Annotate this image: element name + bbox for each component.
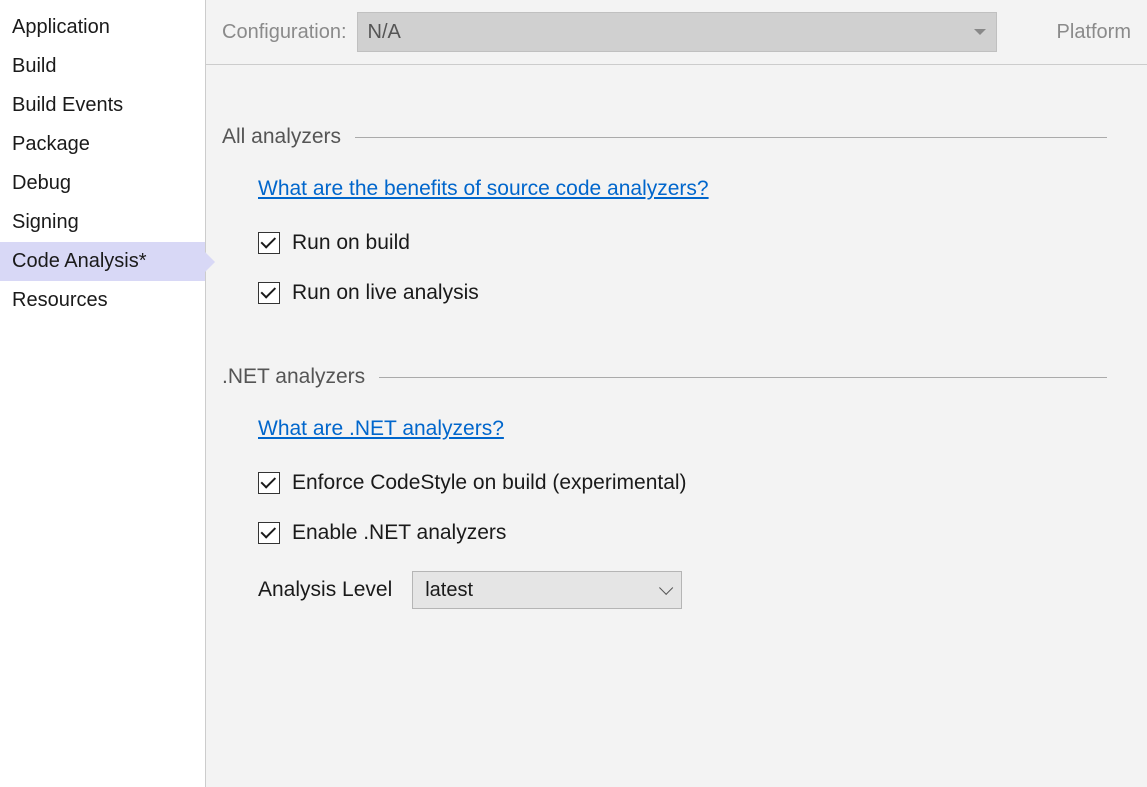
checkbox-enforce-codestyle[interactable] (258, 472, 280, 494)
checkbox-row-enforce-codestyle: Enforce CodeStyle on build (experimental… (258, 471, 1107, 495)
configuration-value: N/A (368, 21, 401, 44)
analysis-level-label: Analysis Level (258, 578, 392, 602)
sidebar-item-application[interactable]: Application (0, 8, 205, 47)
field-row-analysis-level: Analysis Level latest (258, 571, 1107, 609)
sidebar-item-build[interactable]: Build (0, 47, 205, 86)
section-net-analyzers: .NET analyzers What are .NET analyzers? … (222, 365, 1107, 609)
section-all-analyzers: All analyzers What are the benefits of s… (222, 125, 1107, 305)
checkbox-label: Run on live analysis (292, 281, 479, 305)
section-header: All analyzers (222, 125, 1107, 149)
section-header: .NET analyzers (222, 365, 1107, 389)
main-panel: Configuration: N/A Platform All analyzer… (206, 0, 1147, 787)
content-area: All analyzers What are the benefits of s… (206, 65, 1147, 639)
section-rule (355, 137, 1107, 138)
configuration-select[interactable]: N/A (357, 12, 997, 52)
sidebar-item-package[interactable]: Package (0, 125, 205, 164)
section-title: .NET analyzers (222, 365, 365, 389)
link-net-analyzers[interactable]: What are .NET analyzers? (258, 417, 504, 441)
checkbox-enable-net-analyzers[interactable] (258, 522, 280, 544)
platform-label: Platform (1057, 21, 1131, 44)
checkbox-row-enable-net-analyzers: Enable .NET analyzers (258, 521, 1107, 545)
section-title: All analyzers (222, 125, 341, 149)
checkbox-label: Run on build (292, 231, 410, 255)
topbar: Configuration: N/A Platform (206, 0, 1147, 65)
analysis-level-value: latest (425, 579, 473, 602)
configuration-label: Configuration: (222, 21, 347, 44)
checkbox-run-on-build[interactable] (258, 232, 280, 254)
sidebar: Application Build Build Events Package D… (0, 0, 206, 787)
chevron-down-icon (974, 29, 986, 35)
section-rule (379, 377, 1107, 378)
link-benefits-analyzers[interactable]: What are the benefits of source code ana… (258, 177, 709, 201)
checkbox-row-run-on-live: Run on live analysis (258, 281, 1107, 305)
sidebar-item-debug[interactable]: Debug (0, 164, 205, 203)
sidebar-item-resources[interactable]: Resources (0, 281, 205, 320)
sidebar-item-signing[interactable]: Signing (0, 203, 205, 242)
sidebar-item-build-events[interactable]: Build Events (0, 86, 205, 125)
checkbox-row-run-on-build: Run on build (258, 231, 1107, 255)
checkbox-label: Enable .NET analyzers (292, 521, 506, 545)
checkbox-label: Enforce CodeStyle on build (experimental… (292, 471, 687, 495)
chevron-down-icon (659, 581, 673, 595)
analysis-level-dropdown[interactable]: latest (412, 571, 682, 609)
sidebar-item-code-analysis[interactable]: Code Analysis* (0, 242, 205, 281)
checkbox-run-on-live[interactable] (258, 282, 280, 304)
